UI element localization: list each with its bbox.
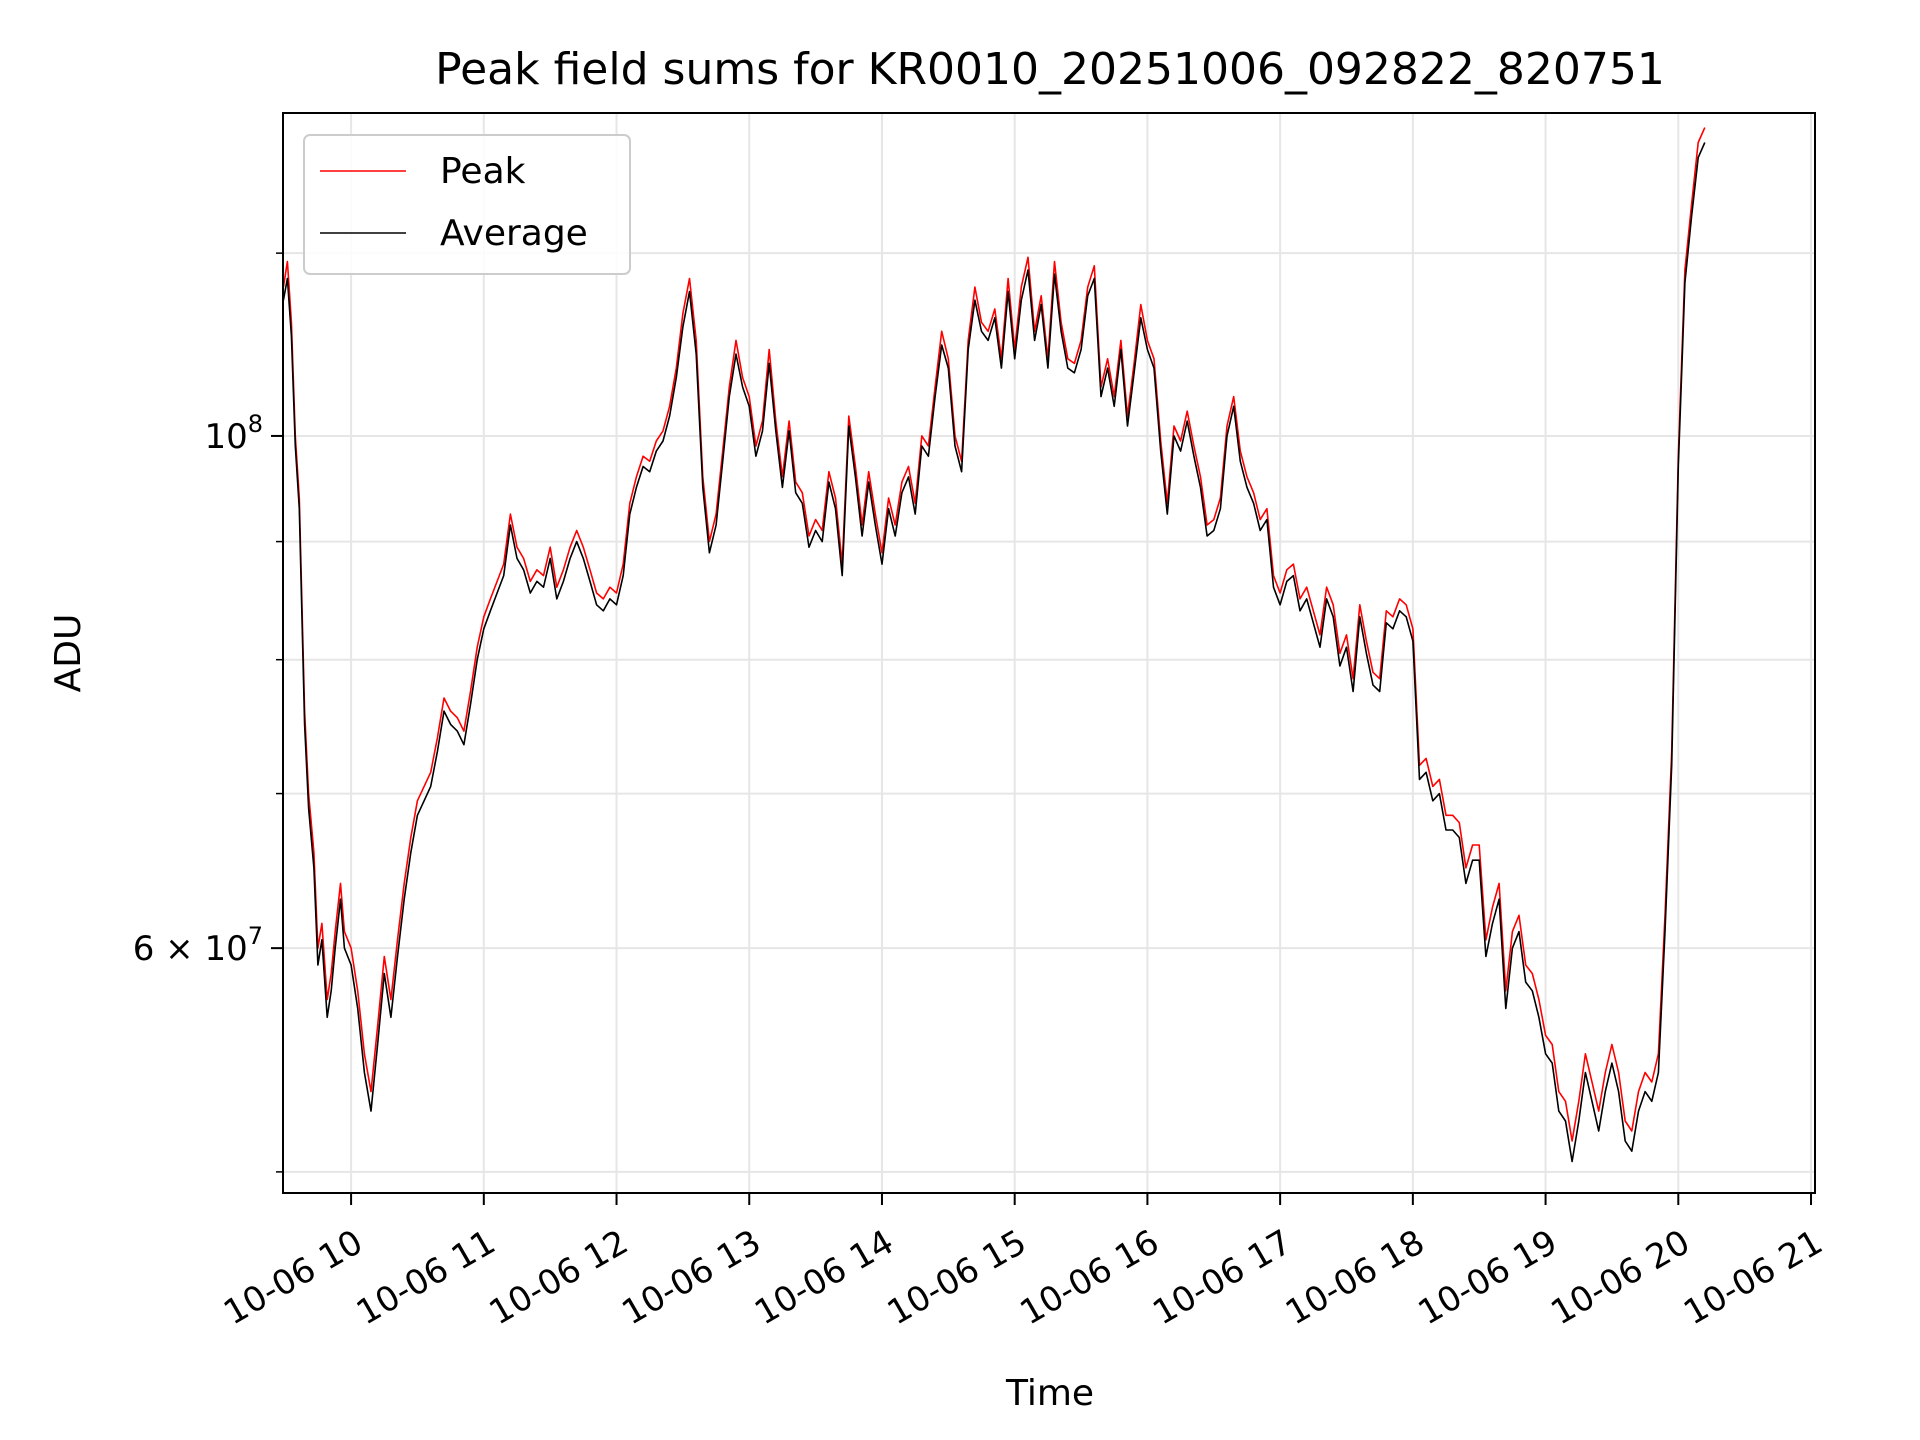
plot-area: [282, 112, 1816, 1194]
legend-label-average: Average: [440, 213, 588, 254]
series-lines: [282, 127, 1706, 1163]
series-line-peak: [282, 127, 1706, 1142]
chart-title: Peak field sums for KR0010_20251006_0928…: [435, 44, 1665, 95]
y-tick-label: 6 × 107: [133, 922, 263, 969]
x-axis-label: Time: [1005, 1373, 1094, 1414]
legend-box: [303, 134, 631, 275]
plot-background: [283, 113, 1815, 1193]
y-tick-label: 108: [204, 410, 263, 457]
legend-label-peak: Peak: [440, 151, 526, 192]
series-line-average: [282, 142, 1706, 1163]
plot-frame: [282, 112, 1816, 1194]
y-axis: 6 × 107 108: [133, 252, 283, 1173]
grid: [283, 113, 1815, 1193]
y-axis-label: ADU: [48, 614, 89, 693]
legend: Peak Average: [303, 134, 631, 275]
